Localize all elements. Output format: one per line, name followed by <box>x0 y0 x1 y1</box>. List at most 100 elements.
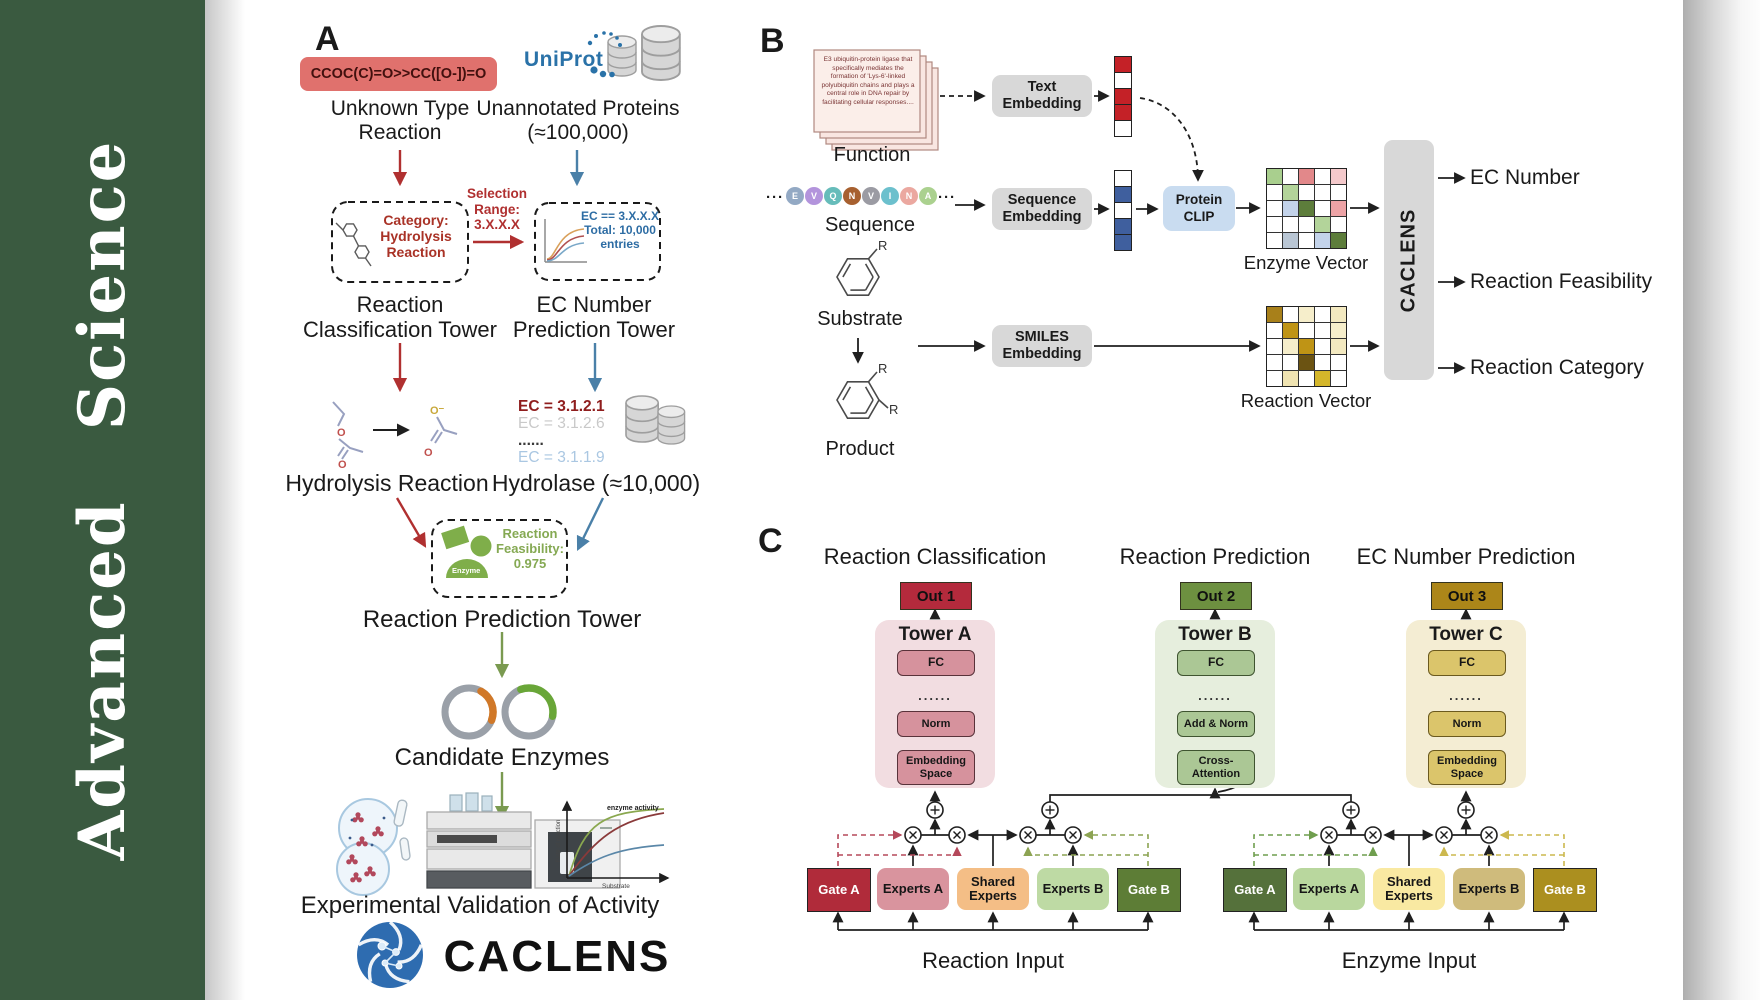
vector-cell <box>1115 57 1131 72</box>
prediction-tower-label: Reaction Prediction Tower <box>362 606 642 633</box>
vector-cell <box>1115 89 1131 104</box>
moe-enzyme-gate-b: Gate B <box>1533 868 1597 912</box>
matrix-cell <box>1267 355 1282 370</box>
tower-b-fc: FC <box>1177 650 1255 676</box>
matrix-cell <box>1315 185 1330 200</box>
matrix-cell <box>1315 371 1330 386</box>
feasibility-note: Reaction Feasibility: 0.975 <box>496 526 564 571</box>
sequence-embedding-box: Sequence Embedding <box>992 188 1092 230</box>
panel-c-label: C <box>758 522 783 560</box>
caclens-logo-text: CACLENS <box>443 932 671 981</box>
tower-b-cross-attention: Cross- Attention <box>1177 750 1255 785</box>
tower-b-add-norm: Add & Norm <box>1177 711 1255 737</box>
moe-reaction-gate-b: Gate B <box>1117 868 1181 912</box>
matrix-cell <box>1283 355 1298 370</box>
moe-op-nodes <box>904 801 1498 844</box>
sequence-bead: Q <box>824 187 842 205</box>
matrix-cell <box>1267 185 1282 200</box>
matrix-cell <box>1299 233 1314 248</box>
matrix-cell <box>1315 233 1330 248</box>
matrix-cell <box>1299 355 1314 370</box>
moe-enzyme-experts-b: Experts B <box>1453 868 1525 910</box>
hydrolysis-molecules-icon: O O O⁻ O <box>332 401 458 471</box>
ec-number-item: ...... <box>518 432 544 449</box>
matrix-cell <box>1299 185 1314 200</box>
matrix-cell <box>1283 323 1298 338</box>
product-r2-label: R <box>889 402 899 417</box>
activity-chart-icon: Rate of reaction Substrate enzyme activi… <box>556 800 670 890</box>
sequence-bead: N <box>900 187 918 205</box>
moe-reaction-experts-b: Experts B <box>1037 868 1109 910</box>
tower-a-fc: FC <box>897 650 975 676</box>
hydrolase-db-icons <box>625 395 686 445</box>
category-molecule-icon <box>335 222 372 267</box>
unannotated-proteins-label: Unannotated Proteins (≈100,000) <box>476 97 680 145</box>
vector-cell <box>1115 187 1131 202</box>
hplc-instrument-icon <box>426 792 621 889</box>
protein-clip-box: Protein CLIP <box>1163 186 1235 231</box>
matrix-cell <box>1267 339 1282 354</box>
sequence-label: Sequence <box>824 214 916 236</box>
function-label: Function <box>833 144 911 166</box>
ec-number-item: EC = 3.1.2.1 <box>518 398 605 415</box>
smiles-embedding-box: SMILES Embedding <box>992 325 1092 367</box>
matrix-cell <box>1299 169 1314 184</box>
svg-text:Rate of reaction: Rate of reaction <box>556 820 562 862</box>
sequence-bead: V <box>805 187 823 205</box>
moe-enzyme-gate-a: Gate A <box>1223 868 1287 912</box>
matrix-cell <box>1331 339 1346 354</box>
enzyme-blob-icon: Enzyme <box>441 525 492 578</box>
uniprot-logo-text: UniProt <box>524 48 604 71</box>
journal-sidebar <box>0 0 205 1000</box>
text-vector <box>1114 56 1132 137</box>
enzyme-vector-label: Enzyme Vector <box>1243 252 1369 273</box>
ec-filter-note: EC == 3.X.X.X Total: 10,000 entries <box>580 209 660 251</box>
header-reaction-prediction: Reaction Prediction <box>1119 544 1311 569</box>
vector-cell <box>1115 235 1131 250</box>
svg-text:O: O <box>424 447 433 459</box>
enzyme-input-label: Enzyme Input <box>1341 948 1477 973</box>
moe-enzyme-gate-dashes <box>1253 830 1565 866</box>
svg-text:O: O <box>337 427 346 439</box>
header-reaction-classification: Reaction Classification <box>823 544 1047 569</box>
matrix-cell <box>1331 307 1346 322</box>
tower-c-dots: ...... <box>1449 688 1483 703</box>
vector-cell <box>1115 171 1131 186</box>
matrix-cell <box>1315 323 1330 338</box>
matrix-cell <box>1315 339 1330 354</box>
classification-tower-label: Reaction Classification Tower <box>302 292 497 343</box>
matrix-cell <box>1299 307 1314 322</box>
journal-title: Advanced Science <box>65 139 140 861</box>
enzyme-vector-matrix <box>1266 168 1347 249</box>
matrix-cell <box>1299 371 1314 386</box>
matrix-cell <box>1315 217 1330 232</box>
matrix-cell <box>1315 169 1330 184</box>
moe-enzyme-shared-experts: Shared Experts <box>1373 868 1445 910</box>
sequence-bead: N <box>843 187 861 205</box>
matrix-cell <box>1331 233 1346 248</box>
matrix-cell <box>1315 307 1330 322</box>
moe-reaction-experts-a: Experts A <box>877 868 949 910</box>
caclens-bar-text: CACLENS <box>1397 208 1420 312</box>
plasmid-icons <box>441 684 557 740</box>
product-label: Product <box>825 438 895 460</box>
matrix-cell <box>1331 185 1346 200</box>
matrix-cell <box>1267 323 1282 338</box>
validation-label: Experimental Validation of Activity <box>300 892 660 919</box>
matrix-cell <box>1331 217 1346 232</box>
matrix-cell <box>1331 355 1346 370</box>
matrix-cell <box>1283 169 1298 184</box>
petri-dish-icon <box>336 798 411 896</box>
svg-text:Substrate: Substrate <box>602 883 630 890</box>
matrix-cell <box>1331 371 1346 386</box>
reaction-vector-label: Reaction Vector <box>1240 390 1372 411</box>
tower-a-dots: ...... <box>918 688 952 703</box>
moe-reaction-shared-experts: Shared Experts <box>957 868 1029 910</box>
candidate-enzymes-label: Candidate Enzymes <box>394 744 610 771</box>
matrix-cell <box>1267 169 1282 184</box>
hydrolysis-reaction-label: Hydrolysis Reaction <box>285 470 489 496</box>
caclens-logo-icon <box>357 920 423 988</box>
output-reaction-category: Reaction Category <box>1470 356 1644 379</box>
vector-cell <box>1115 203 1131 218</box>
text-embedding-box: Text Embedding <box>992 75 1092 117</box>
